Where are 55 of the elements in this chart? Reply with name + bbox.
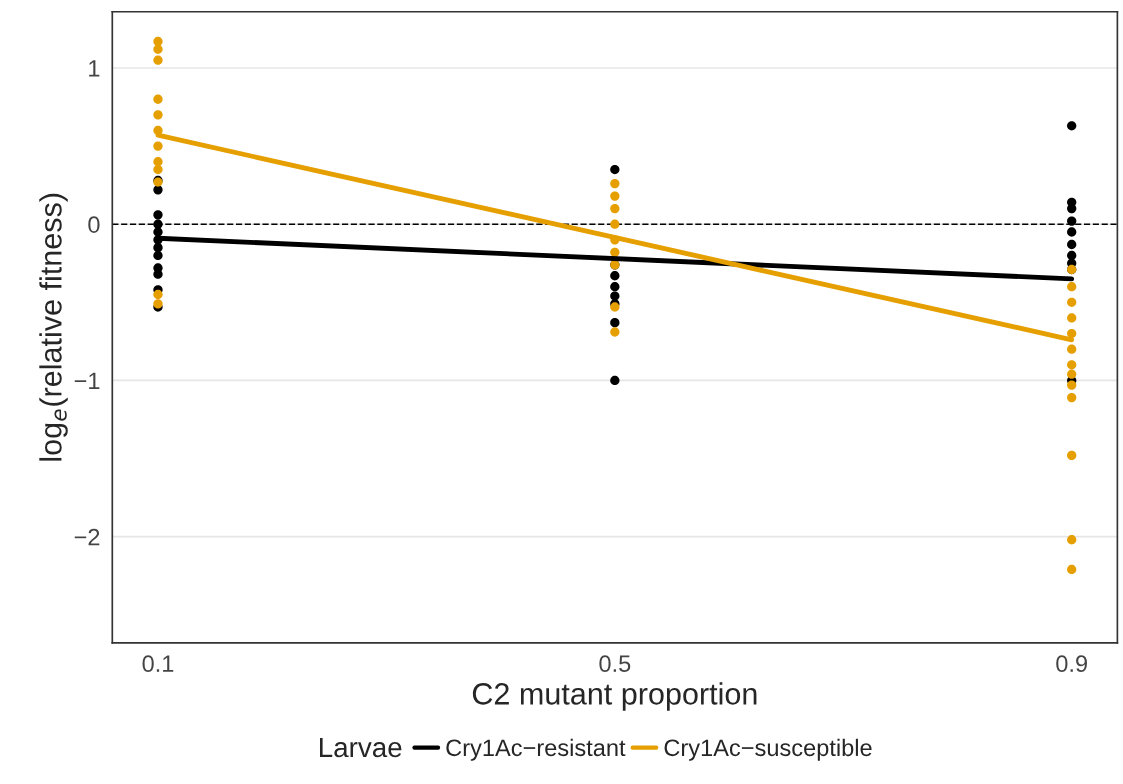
point: [153, 55, 163, 65]
point: [610, 203, 620, 214]
point: [610, 178, 620, 189]
point: [610, 191, 620, 201]
legend-title: Larvae: [320, 737, 402, 758]
point: [1067, 450, 1077, 461]
point: [153, 164, 163, 175]
legend-label: Cry1Ac−resistant: [446, 738, 626, 761]
point: [610, 271, 620, 281]
x-tick-label: 0.5: [599, 655, 631, 673]
point: [1067, 360, 1077, 370]
point: [153, 210, 163, 220]
point: [153, 242, 163, 253]
point: [153, 219, 163, 229]
point: [1067, 564, 1077, 575]
y-tick-label: −2: [74, 528, 100, 546]
legend-label: Cry1Ac−susceptible: [664, 738, 872, 761]
point: [610, 317, 620, 328]
point: [610, 164, 620, 175]
point: [153, 94, 163, 104]
x-tick-label: 0.9: [1056, 655, 1087, 673]
y-tick-label: 0: [88, 216, 100, 233]
point: [610, 219, 620, 229]
x-tick-label: 0.1: [142, 655, 174, 673]
point: [153, 110, 163, 120]
point: [1067, 313, 1077, 323]
point: [610, 247, 620, 257]
point: [610, 375, 620, 386]
point: [153, 185, 163, 195]
point: [153, 157, 163, 167]
point: [1067, 250, 1077, 261]
point: [153, 289, 163, 300]
point: [1067, 282, 1077, 292]
point: [1067, 121, 1077, 131]
point: [153, 250, 163, 261]
point: [1067, 239, 1077, 250]
point: [1067, 380, 1077, 390]
y-axis-title: log$_{e}$(relative fitness): [39, 193, 68, 461]
point: [1067, 227, 1077, 237]
point: [1067, 369, 1077, 379]
y-tick-label: −1: [74, 372, 100, 389]
point: [1067, 216, 1077, 226]
point: [153, 227, 163, 237]
point: [610, 327, 620, 337]
point: [1067, 344, 1077, 354]
y-tick-label: 1: [89, 60, 100, 77]
point: [1067, 297, 1077, 307]
point: [1067, 535, 1077, 545]
x-axis-title: C2 mutant proportion: [472, 682, 757, 711]
point: [1067, 392, 1077, 403]
point: [153, 141, 163, 151]
point: [610, 282, 620, 292]
point: [1067, 328, 1077, 339]
point: [153, 44, 163, 54]
point: [610, 291, 620, 301]
